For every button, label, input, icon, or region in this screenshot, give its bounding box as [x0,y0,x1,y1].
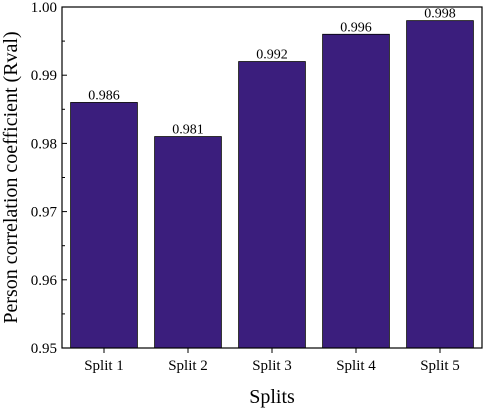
data-labels-group: 0.986 0.981 0.992 0.996 0.998 [88,7,456,138]
bar-2 [154,136,222,349]
x-tick-label-1: Split 1 [84,358,124,374]
y-tick-label-4: 0.98 [31,136,57,152]
y-tick-label-2: 0.96 [31,273,58,289]
bar-3 [238,61,306,349]
x-axis: Split 1 Split 2 Split 3 Split 4 Split 5 [84,348,460,374]
data-label-2: 0.981 [172,123,204,138]
y-tick-label-6: 1.00 [31,0,57,16]
bar-1 [70,102,138,349]
data-label-5: 0.998 [424,7,456,22]
y-tick-label-3: 0.97 [31,205,58,221]
bars-group [70,20,474,349]
y-tick-label-1: 0.95 [31,341,57,357]
x-tick-label-5: Split 5 [420,358,460,374]
y-axis: 0.95 0.96 0.97 0.98 0.99 1.00 [31,0,67,357]
y-axis-title: Person correlation coefficient (Rval) [0,31,22,323]
data-label-1: 0.986 [88,88,120,103]
x-axis-title: Splits [249,386,295,408]
bar-4 [322,33,390,349]
x-tick-label-2: Split 2 [168,358,208,374]
data-label-4: 0.996 [340,20,372,35]
data-label-3: 0.992 [256,48,288,63]
x-tick-label-3: Split 3 [252,358,292,374]
y-tick-label-5: 0.99 [31,68,57,84]
x-tick-label-4: Split 4 [336,358,376,374]
bar-5 [406,20,474,349]
